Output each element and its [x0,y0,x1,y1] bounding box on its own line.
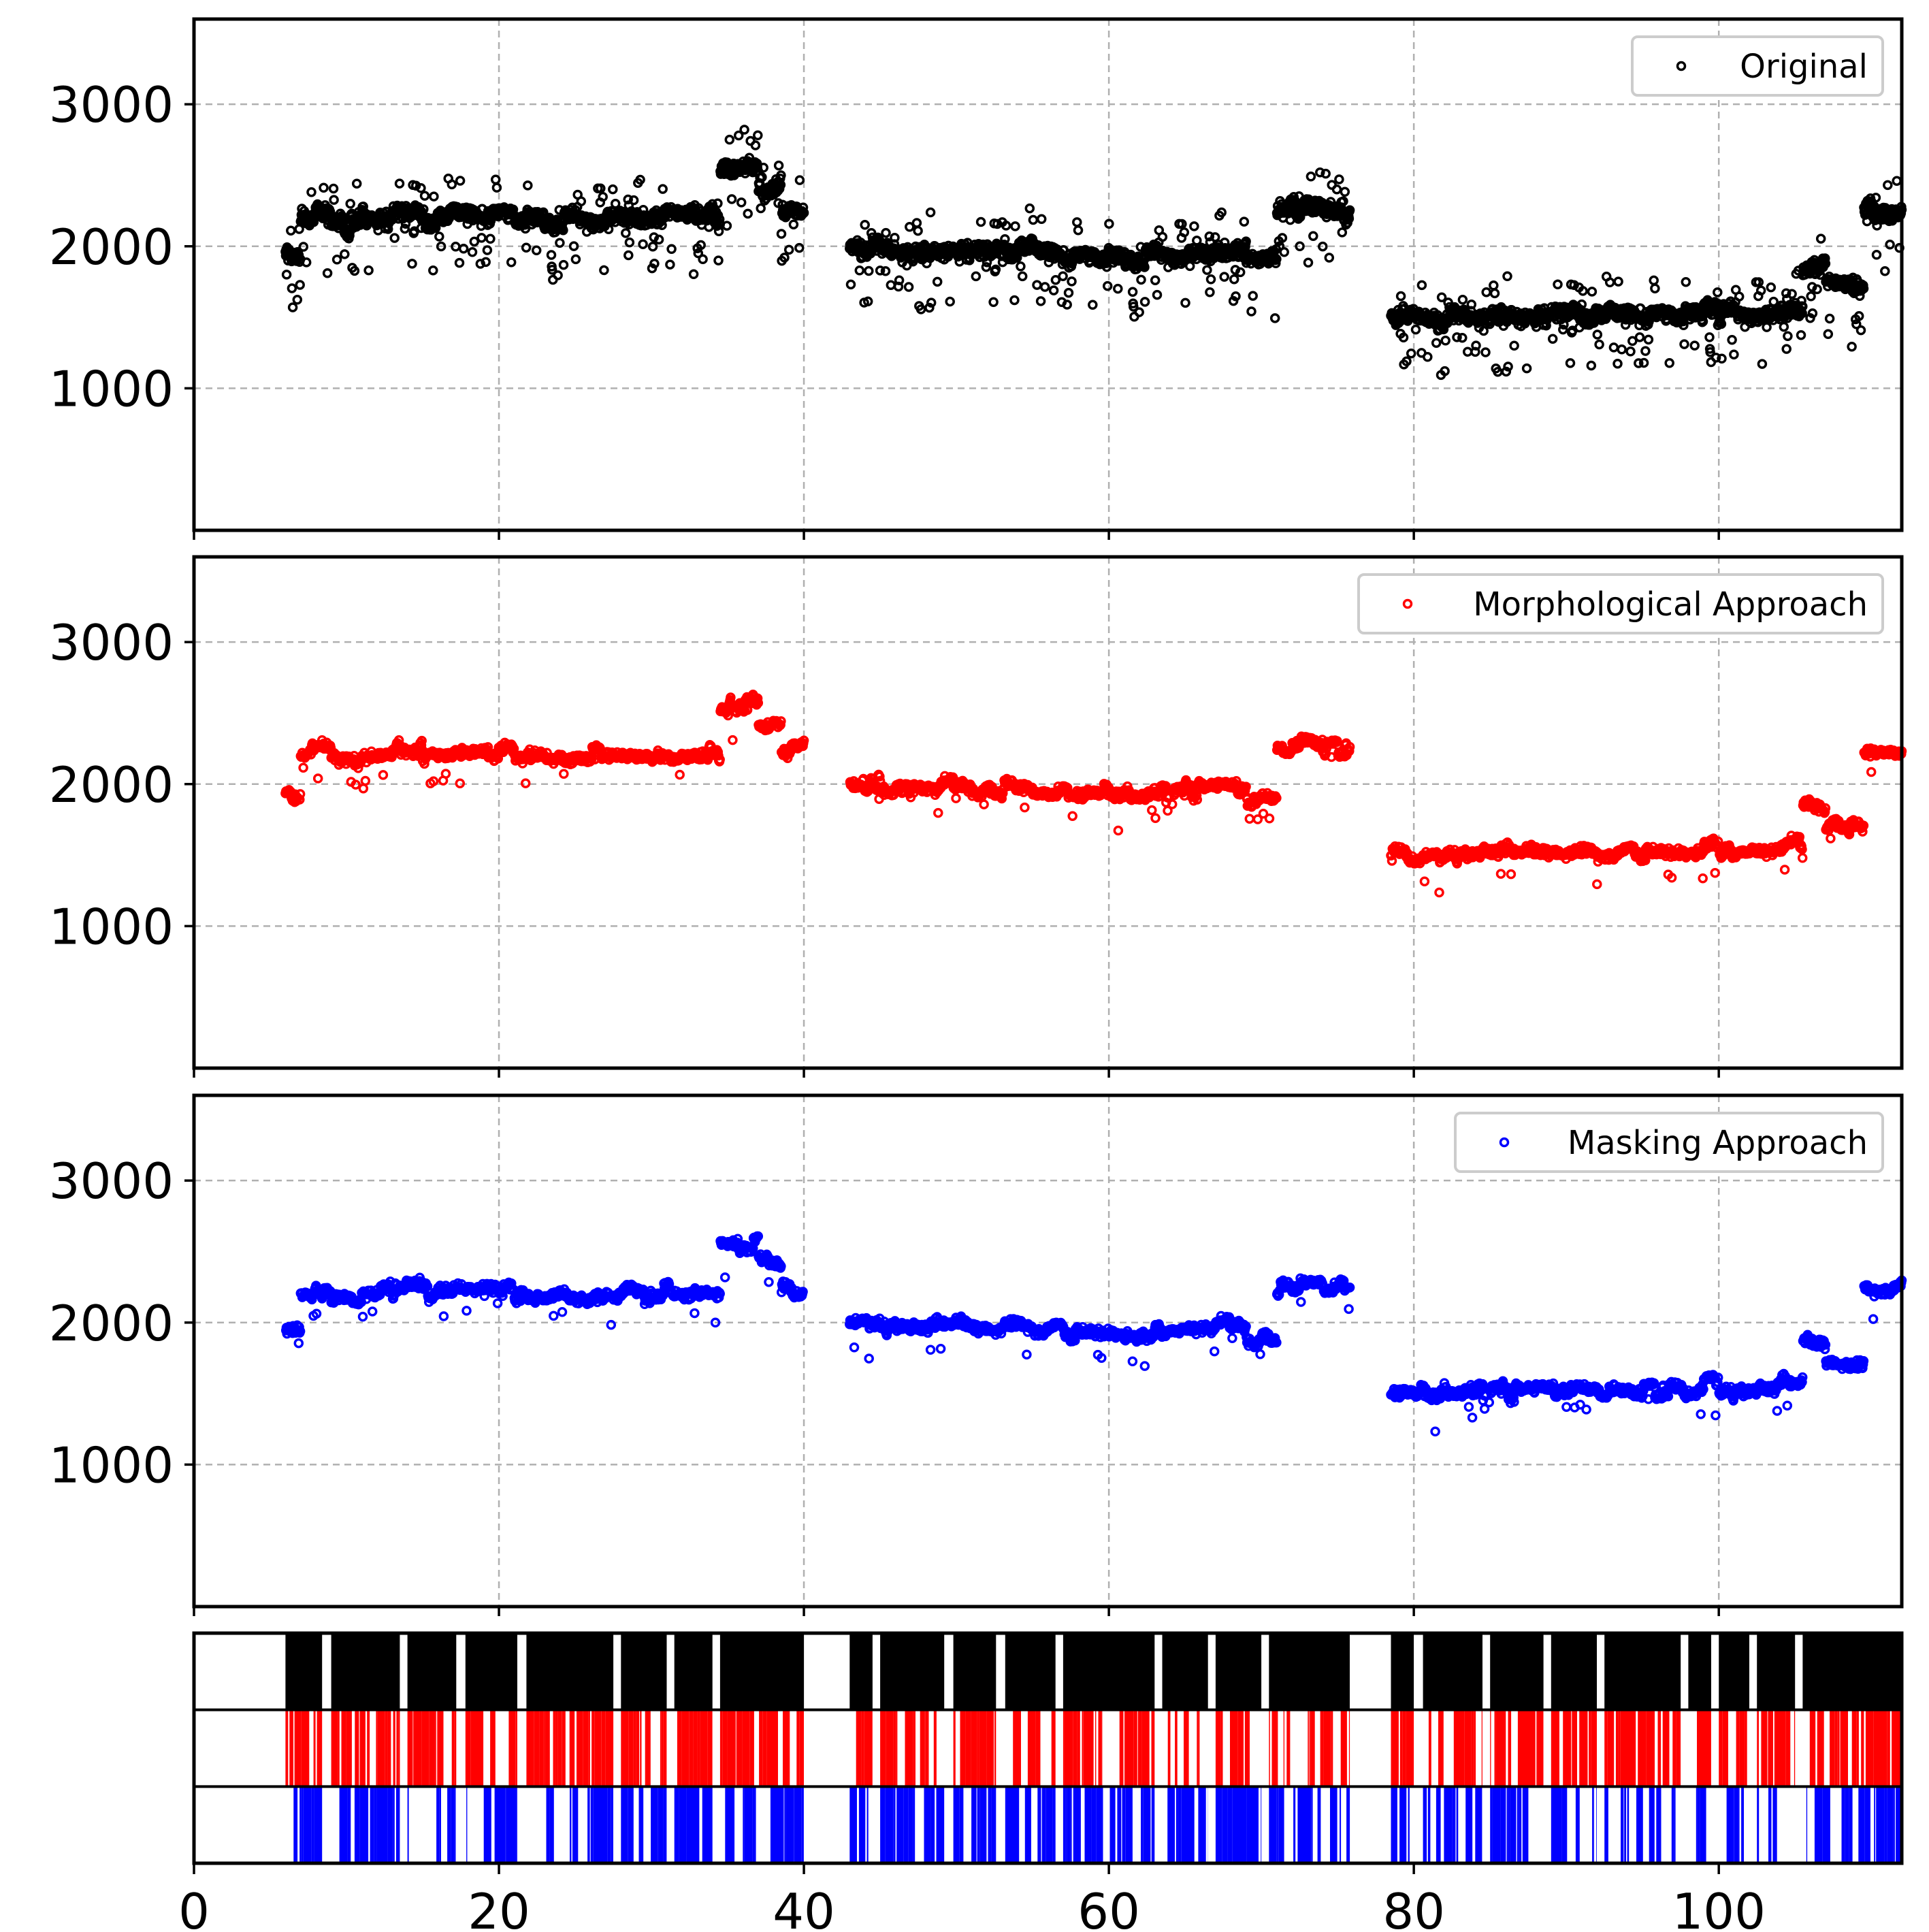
y-tick-label: 2000 [49,756,174,814]
legend-label: Original [1740,48,1868,86]
y-tick-label: 3000 [49,76,174,133]
y-tick-label: 1000 [49,360,174,417]
y-tick-label: 3000 [49,614,174,671]
y-tick-label: 2000 [49,219,174,276]
y-tick-label: 1000 [49,898,174,955]
